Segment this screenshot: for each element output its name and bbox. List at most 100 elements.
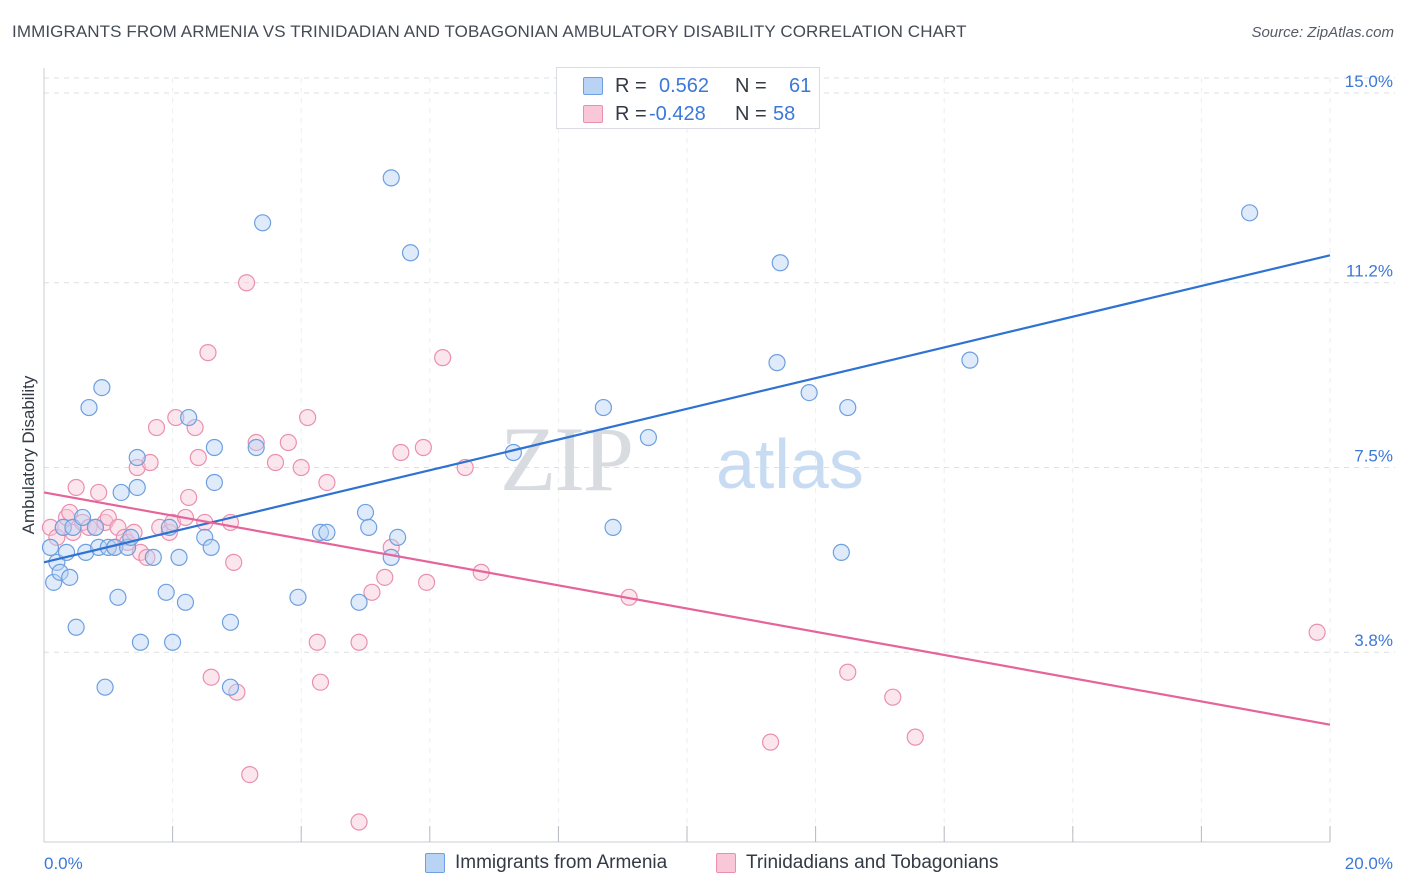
data-point-trinidadian — [350, 813, 368, 831]
data-point-armenia — [131, 633, 150, 651]
trend-lines — [43, 254, 1331, 726]
data-point-armenia — [61, 568, 79, 586]
data-point-armenia — [51, 563, 69, 581]
data-point-trinidadian — [202, 668, 220, 686]
data-point-armenia — [109, 588, 127, 606]
data-point-trinidadian — [906, 728, 924, 746]
data-point-trinidadian — [299, 408, 317, 427]
data-point-armenia — [170, 548, 188, 566]
data-point-armenia — [157, 583, 175, 601]
data-point-armenia — [254, 214, 272, 232]
watermark-zip: ZIP — [500, 408, 632, 510]
data-point-trinidadian — [237, 274, 256, 292]
data-point-trinidadian — [318, 473, 336, 492]
series-trinidadian-points — [41, 274, 1326, 831]
chart-source: Source: ZipAtlas.com — [1251, 24, 1394, 41]
data-point-armenia — [128, 478, 146, 497]
data-point-trinidadian — [1308, 623, 1326, 641]
legend-item-armenia[interactable]: Immigrants from Armenia — [425, 852, 667, 874]
y-tick-label: 7.5% — [1354, 446, 1393, 465]
pink-swatch-icon — [716, 853, 736, 873]
data-point-trinidadian — [350, 633, 368, 651]
data-point-trinidadian — [90, 483, 108, 502]
legend-label: Immigrants from Armenia — [455, 852, 668, 873]
data-point-armenia — [639, 428, 658, 447]
chart-title: IMMIGRANTS FROM ARMENIA VS TRINIDADIAN A… — [12, 22, 967, 41]
watermark: ZIP atlas — [500, 408, 864, 510]
data-point-trinidadian — [279, 433, 297, 452]
data-point-trinidadian — [241, 765, 259, 784]
data-point-armenia — [54, 518, 72, 537]
data-point-trinidadian — [884, 688, 902, 706]
data-point-trinidadian — [147, 418, 166, 437]
data-point-armenia — [221, 613, 240, 631]
n-value: 58 — [773, 102, 796, 125]
data-point-armenia — [112, 483, 130, 502]
data-point-trinidadian — [247, 433, 265, 452]
data-point-armenia — [350, 593, 368, 611]
data-point-armenia — [96, 678, 114, 696]
data-point-armenia — [382, 169, 400, 187]
data-point-trinidadian — [308, 633, 326, 651]
data-point-trinidadian — [41, 518, 60, 537]
data-point-trinidadian — [186, 418, 204, 437]
data-point-armenia — [93, 378, 111, 397]
data-point-armenia — [67, 618, 85, 636]
data-point-trinidadian — [292, 458, 310, 477]
data-point-armenia — [604, 518, 622, 537]
r-value: -0.428 — [649, 102, 706, 125]
data-point-trinidadian — [199, 344, 217, 362]
data-point-armenia — [311, 523, 330, 542]
data-point-trinidadian — [761, 733, 780, 751]
data-point-armenia — [73, 508, 92, 527]
data-point-trinidadian — [414, 438, 432, 457]
data-point-armenia — [800, 383, 818, 402]
data-point-armenia — [128, 448, 146, 467]
series-armenia-points — [41, 169, 1259, 696]
data-point-armenia — [839, 398, 857, 417]
data-point-trinidadian — [141, 453, 159, 472]
data-point-armenia — [196, 528, 214, 546]
correlation-stats-box: R = 0.562 N = 61 R = -0.428 N = 58 — [556, 67, 820, 129]
data-point-armenia — [86, 518, 105, 537]
data-point-trinidadian — [167, 408, 185, 427]
data-point-armenia — [202, 538, 220, 556]
data-point-armenia — [832, 543, 850, 561]
r-value: 0.562 — [659, 74, 710, 97]
data-point-trinidadian — [376, 568, 394, 586]
data-point-trinidadian — [138, 548, 156, 566]
data-point-trinidadian — [363, 583, 381, 601]
n-label: N = — [735, 74, 767, 97]
x-tick-label: 0.0% — [44, 854, 83, 873]
legend-item-trinidadian[interactable]: Trinidadians and Tobagonians — [716, 852, 998, 874]
data-point-trinidadian — [266, 453, 285, 472]
trend-line-trinidadian — [43, 491, 1331, 726]
data-point-armenia — [318, 523, 336, 542]
data-point-trinidadian — [434, 349, 452, 367]
y-tick-label: 3.8% — [1354, 631, 1393, 650]
data-point-armenia — [41, 538, 60, 556]
data-point-trinidadian — [48, 528, 66, 546]
data-point-armenia — [80, 398, 98, 417]
data-point-trinidadian — [392, 443, 410, 462]
blue-swatch-icon — [425, 853, 445, 873]
x-tick-label: 20.0% — [1345, 854, 1393, 873]
data-point-armenia — [164, 633, 182, 651]
watermark-atlas: atlas — [716, 425, 864, 503]
data-point-trinidadian — [128, 458, 146, 477]
data-point-armenia — [771, 254, 789, 272]
data-point-trinidadian — [189, 448, 207, 467]
data-point-armenia — [180, 408, 198, 427]
data-point-trinidadian — [67, 478, 85, 497]
y-tick-label: 15.0% — [1345, 72, 1393, 91]
data-point-armenia — [401, 244, 420, 262]
y-tick-label: 11.2% — [1346, 262, 1393, 281]
trend-line-armenia — [43, 254, 1331, 564]
data-point-armenia — [1241, 204, 1259, 222]
data-point-armenia — [768, 354, 786, 372]
data-point-trinidadian — [417, 573, 436, 591]
r-label: R = — [615, 102, 647, 125]
axes — [43, 68, 1331, 843]
data-point-trinidadian — [180, 488, 198, 507]
